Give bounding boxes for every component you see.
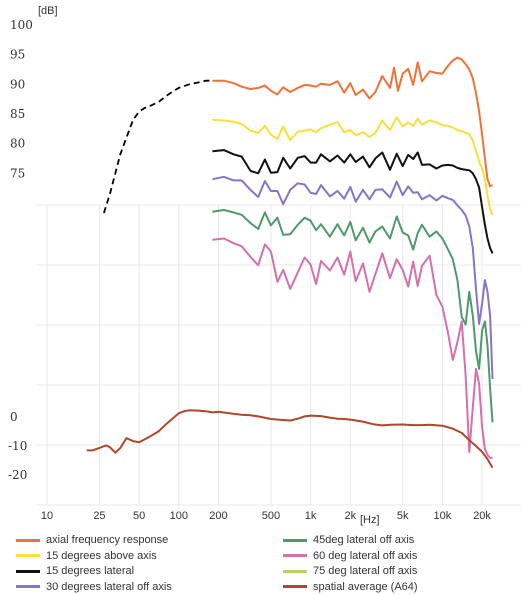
plot-area: [36, 180, 521, 505]
x-tick-label: 20k: [473, 510, 491, 522]
series-line: [212, 149, 494, 254]
x-tick-label: 2k: [344, 510, 356, 522]
y-axis-ticks: 100 95 90 85 80 75 0 -10 -20: [8, 18, 33, 482]
legend-swatch: [16, 554, 40, 558]
legend-label: 15 degrees above axis: [46, 549, 157, 562]
x-axis-ticks: 1025501002005001k2k5k10k20k50k: [41, 510, 492, 522]
legend-entry: 45deg lateral off axis: [283, 532, 414, 548]
legend-label: 75 deg lateral off axis: [313, 565, 418, 577]
legend-label: 30 degrees lateral off axis: [46, 580, 172, 593]
x-tick-label: 200: [209, 510, 227, 522]
x-unit-label: [Hz]: [360, 514, 380, 526]
y-tick-label: 95: [10, 48, 25, 62]
legend-entry: axial frequency response: [16, 532, 168, 548]
y-tick-label: 85: [10, 107, 25, 121]
legend-swatch: [283, 569, 307, 573]
series-lines: [86, 56, 494, 469]
legend-label: 60 deg lateral off axis: [313, 549, 418, 562]
series-line: [212, 116, 494, 216]
x-tick-label: 500: [262, 510, 280, 522]
x-tick-label: 10: [41, 510, 53, 522]
legend-entry: 60 deg lateral off axis: [283, 548, 417, 564]
x-tick-label: 5k: [397, 510, 409, 522]
x-tick-label: 100: [170, 510, 188, 522]
x-tick-label: 50: [133, 510, 145, 522]
series-line: [212, 56, 493, 188]
y-tick-label: -10: [8, 439, 27, 453]
y-tick-label: 0: [10, 410, 18, 424]
series-line: [212, 209, 494, 423]
series-line: [86, 409, 494, 469]
legend-label: axial frequency response: [46, 534, 169, 546]
legend-entry: 15 degrees lateral: [16, 563, 134, 579]
x-tick-label: 1k: [305, 510, 317, 522]
series-line: [212, 175, 494, 380]
legend-swatch: [283, 585, 307, 589]
legend-swatch: [16, 585, 40, 589]
legend-label: 45deg lateral off axis: [313, 534, 415, 546]
series-line: [212, 237, 493, 459]
legend-entry: 15 degrees above axis: [16, 548, 157, 564]
legend-swatch: [16, 569, 40, 573]
y-tick-label: 80: [10, 137, 25, 151]
y-tick-label: 100: [10, 18, 33, 32]
legend-swatch: [16, 538, 40, 542]
legend-entry: 75 deg lateral off axis: [283, 563, 417, 579]
legend-swatch: [283, 554, 307, 558]
legend-entry: 30 degrees lateral off axis: [16, 579, 172, 595]
y-tick-label: 75: [10, 166, 25, 180]
y-tick-label: 90: [10, 77, 25, 91]
legend-swatch: [283, 538, 307, 542]
legend-label: spatial average (A64): [313, 580, 418, 593]
x-tick-label: 10k: [434, 510, 452, 522]
x-tick-label: 25: [93, 510, 105, 522]
y-unit-label: [dB]: [38, 5, 58, 17]
legend-label: 15 degrees lateral: [46, 565, 135, 577]
series-line: [103, 79, 213, 214]
y-tick-label: -20: [8, 468, 27, 482]
legend-entry: spatial average (A64): [283, 579, 418, 595]
